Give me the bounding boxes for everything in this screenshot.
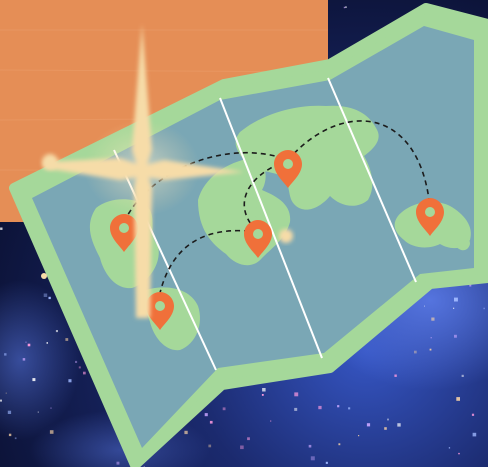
map-pin-icon (416, 198, 444, 236)
star (348, 407, 351, 410)
star (414, 350, 417, 354)
star (78, 366, 81, 369)
land-island-east (456, 234, 470, 251)
star (337, 405, 340, 408)
star (22, 358, 26, 361)
star (308, 444, 312, 448)
map-pins (110, 150, 444, 330)
star (338, 443, 341, 446)
map-pin-icon (274, 150, 302, 188)
star (32, 378, 36, 382)
star (68, 379, 72, 383)
star (262, 388, 266, 392)
space-glow-left (0, 280, 80, 440)
star (50, 407, 52, 409)
pin-center (253, 229, 263, 239)
route-c (243, 159, 289, 233)
pin-center (155, 301, 165, 311)
star (43, 293, 48, 297)
land-island-small (253, 204, 274, 222)
star (75, 360, 78, 363)
star (4, 353, 7, 356)
pin-center (425, 207, 435, 217)
star (483, 307, 485, 310)
star (261, 394, 264, 396)
sparkle-icon (41, 24, 293, 318)
star (25, 341, 27, 343)
star (397, 423, 401, 427)
star (14, 437, 17, 440)
star (454, 297, 458, 302)
star (430, 337, 432, 339)
star (65, 338, 69, 341)
sparkle-dot-tiny (41, 273, 47, 279)
star (469, 284, 472, 287)
land-asia (235, 105, 379, 210)
star (46, 342, 48, 344)
star (366, 423, 371, 427)
star (453, 307, 455, 309)
star (318, 405, 322, 410)
star (471, 413, 475, 416)
star (454, 334, 457, 338)
pin-center (119, 223, 129, 233)
star (83, 371, 86, 375)
star (294, 392, 299, 397)
star (294, 407, 298, 411)
route-b (287, 120, 431, 209)
star (358, 435, 360, 437)
fold-line-3 (327, 77, 417, 283)
star (55, 330, 58, 333)
sparkle-dot-small (279, 229, 293, 243)
star (310, 456, 315, 461)
sparkle-dot-left (42, 154, 58, 170)
star (456, 397, 460, 401)
star (8, 433, 12, 437)
star (49, 430, 54, 434)
star (222, 407, 226, 411)
star (208, 444, 212, 448)
star (325, 461, 328, 464)
star (0, 227, 3, 230)
map-pin-icon (146, 292, 174, 330)
star (270, 420, 272, 422)
star (424, 305, 425, 307)
star (7, 410, 12, 414)
star (394, 374, 397, 377)
star (431, 317, 435, 321)
star (37, 411, 39, 413)
star (0, 399, 2, 402)
star (27, 343, 31, 347)
star (384, 427, 387, 430)
star (472, 432, 477, 437)
star (448, 447, 451, 449)
star (204, 413, 208, 417)
star (247, 437, 250, 441)
star (458, 452, 460, 455)
map-pin-icon (244, 220, 272, 258)
sparkle-ray-horizontal (44, 158, 244, 180)
fold-line-2 (219, 97, 323, 359)
star (240, 445, 244, 450)
map-pin-icon (110, 214, 138, 252)
star (387, 418, 389, 421)
star (345, 6, 347, 8)
star (5, 392, 7, 394)
folded-map (9, 3, 488, 467)
star (184, 430, 188, 435)
star (209, 420, 213, 424)
star (48, 296, 51, 300)
star (461, 374, 464, 377)
star (116, 461, 120, 465)
route-d (157, 229, 259, 303)
pin-center (283, 159, 293, 169)
star (343, 6, 346, 9)
star (429, 348, 432, 351)
